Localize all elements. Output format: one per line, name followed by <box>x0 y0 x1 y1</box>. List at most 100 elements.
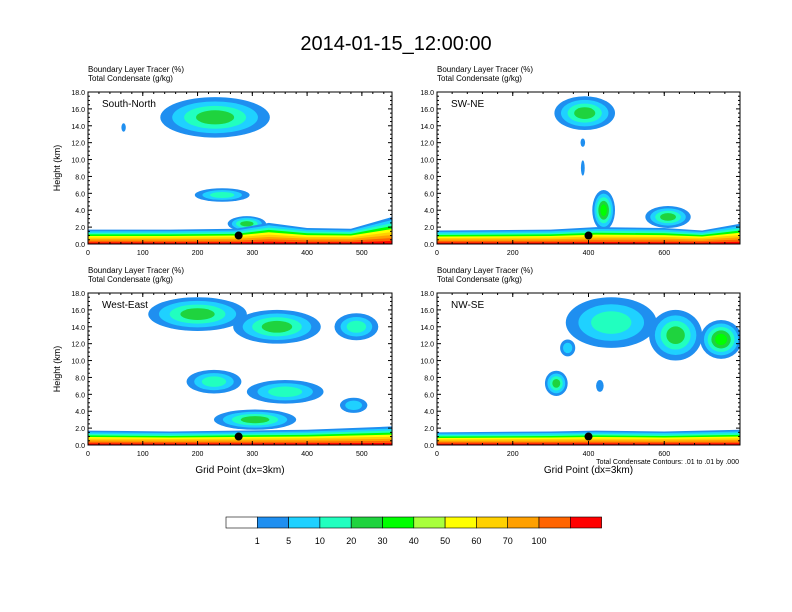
colorbar-swatch <box>256 516 289 529</box>
colorbar-label: 20 <box>346 536 356 546</box>
tracer-blob-level <box>600 204 607 217</box>
x-tick-label: 200 <box>507 250 519 257</box>
y-tick-label: 6.0 <box>424 392 434 399</box>
y-tick-label: 18.0 <box>420 90 434 97</box>
tracer-blob-level <box>180 308 215 320</box>
tracer-blob-level <box>574 107 596 119</box>
x-axis-title: Grid Point (dx=3km) <box>195 465 284 476</box>
header-condensate: Total Condensate (g/kg) <box>88 74 173 83</box>
y-tick-label: 4.0 <box>424 208 434 215</box>
y-tick-label: 0.0 <box>75 242 85 249</box>
y-axis-title: Height (km) <box>52 145 62 192</box>
colorbar-swatch <box>538 516 571 529</box>
colorbar-label: 100 <box>531 536 546 546</box>
colorbar-swatch <box>444 516 477 529</box>
colorbar-label: 5 <box>286 536 291 546</box>
x-axis-title: Grid Point (dx=3km) <box>544 465 633 476</box>
colorbar-swatch <box>319 516 352 529</box>
location-marker <box>234 231 243 240</box>
colorbar-swatch <box>569 516 602 529</box>
y-tick-label: 8.0 <box>75 375 85 382</box>
header-tracer: Boundary Layer Tracer (%) <box>88 65 184 74</box>
header-tracer: Boundary Layer Tracer (%) <box>88 266 184 275</box>
panel-label: NW-SE <box>451 300 484 311</box>
y-tick-label: 2.0 <box>424 225 434 232</box>
y-tick-label: 10.0 <box>71 158 85 165</box>
plot-area <box>437 92 740 244</box>
tracer-blob <box>649 309 703 361</box>
y-tick-label: 2.0 <box>75 426 85 433</box>
y-axis-title: Height (km) <box>52 346 62 393</box>
tracer-blob-level <box>666 326 685 345</box>
y-tick-label: 12.0 <box>420 141 434 148</box>
y-tick-label: 6.0 <box>75 392 85 399</box>
tracer-blob <box>339 397 368 413</box>
panel-label: South-North <box>102 99 156 110</box>
colorbar-swatch <box>350 516 383 529</box>
y-tick-label: 10.0 <box>71 359 85 366</box>
x-tick-label: 0 <box>86 451 90 458</box>
colorbar-swatch <box>507 516 540 529</box>
x-tick-label: 400 <box>301 250 313 257</box>
header-condensate: Total Condensate (g/kg) <box>437 275 522 284</box>
tracer-blob-level <box>345 400 363 410</box>
tracer-blob <box>554 96 616 130</box>
y-tick-label: 4.0 <box>424 409 434 416</box>
tracer-blob-level <box>121 123 126 132</box>
tracer-blob-level <box>552 378 561 388</box>
tracer-blob <box>121 123 126 132</box>
panel-sw-ne: 0.0 2.0 4.0 6.0 8.0 10.0 12.0 14.0 16.0 18.0 0 200 4… <box>420 65 741 257</box>
tracer-blob-level <box>563 342 573 354</box>
x-tick-label: 300 <box>246 250 258 257</box>
y-tick-label: 6.0 <box>75 191 85 198</box>
tracer-blob <box>194 188 250 202</box>
tracer-blob-level <box>580 138 586 147</box>
tracer-blob <box>565 297 657 348</box>
tracer-blob-level <box>261 320 293 333</box>
y-tick-label: 4.0 <box>75 208 85 215</box>
y-tick-label: 18.0 <box>71 291 85 298</box>
x-tick-label: 600 <box>658 451 670 458</box>
y-tick-label: 16.0 <box>71 107 85 114</box>
colorbar-swatch <box>288 516 321 529</box>
figure-title: 2014-01-15_12:00:00 <box>300 33 491 55</box>
tracer-blob-level <box>660 213 676 221</box>
x-tick-label: 0 <box>86 250 90 257</box>
tracer-blob <box>148 297 247 331</box>
colorbar-label: 50 <box>440 536 450 546</box>
y-tick-label: 0.0 <box>424 443 434 450</box>
header-tracer: Boundary Layer Tracer (%) <box>437 65 533 74</box>
x-tick-label: 0 <box>435 250 439 257</box>
colorbar-swatch <box>225 516 258 529</box>
colorbar-label: 1 <box>255 536 260 546</box>
colorbar: 1 5 10 20 30 40 50 60 70 100 <box>225 516 602 546</box>
y-tick-label: 12.0 <box>71 342 85 349</box>
y-tick-label: 16.0 <box>420 308 434 315</box>
colorbar-label: 40 <box>409 536 419 546</box>
y-tick-label: 8.0 <box>424 375 434 382</box>
tracer-blob-level <box>591 311 632 334</box>
location-marker <box>584 432 593 441</box>
panel-label: West-East <box>102 300 148 311</box>
tracer-blob <box>246 379 324 404</box>
tracer-blob <box>700 320 740 359</box>
colorbar-label: 10 <box>315 536 325 546</box>
tracer-blob <box>160 97 270 138</box>
boundary-layer-band <box>88 442 392 445</box>
y-tick-label: 14.0 <box>71 124 85 131</box>
y-tick-label: 14.0 <box>420 325 434 332</box>
y-tick-label: 18.0 <box>420 291 434 298</box>
x-tick-label: 100 <box>137 250 149 257</box>
colorbar-label: 60 <box>471 536 481 546</box>
y-tick-label: 8.0 <box>75 174 85 181</box>
panel-nw-se: 0.0 2.0 4.0 6.0 8.0 10.0 12.0 14.0 16.0 18.0 0 200 4… <box>420 266 741 476</box>
header-condensate: Total Condensate (g/kg) <box>437 74 522 83</box>
colorbar-swatch <box>413 516 446 529</box>
y-tick-label: 18.0 <box>71 90 85 97</box>
y-tick-label: 16.0 <box>71 308 85 315</box>
y-tick-label: 12.0 <box>71 141 85 148</box>
tracer-blob <box>580 138 586 147</box>
y-tick-label: 12.0 <box>420 342 434 349</box>
y-tick-label: 10.0 <box>420 158 434 165</box>
